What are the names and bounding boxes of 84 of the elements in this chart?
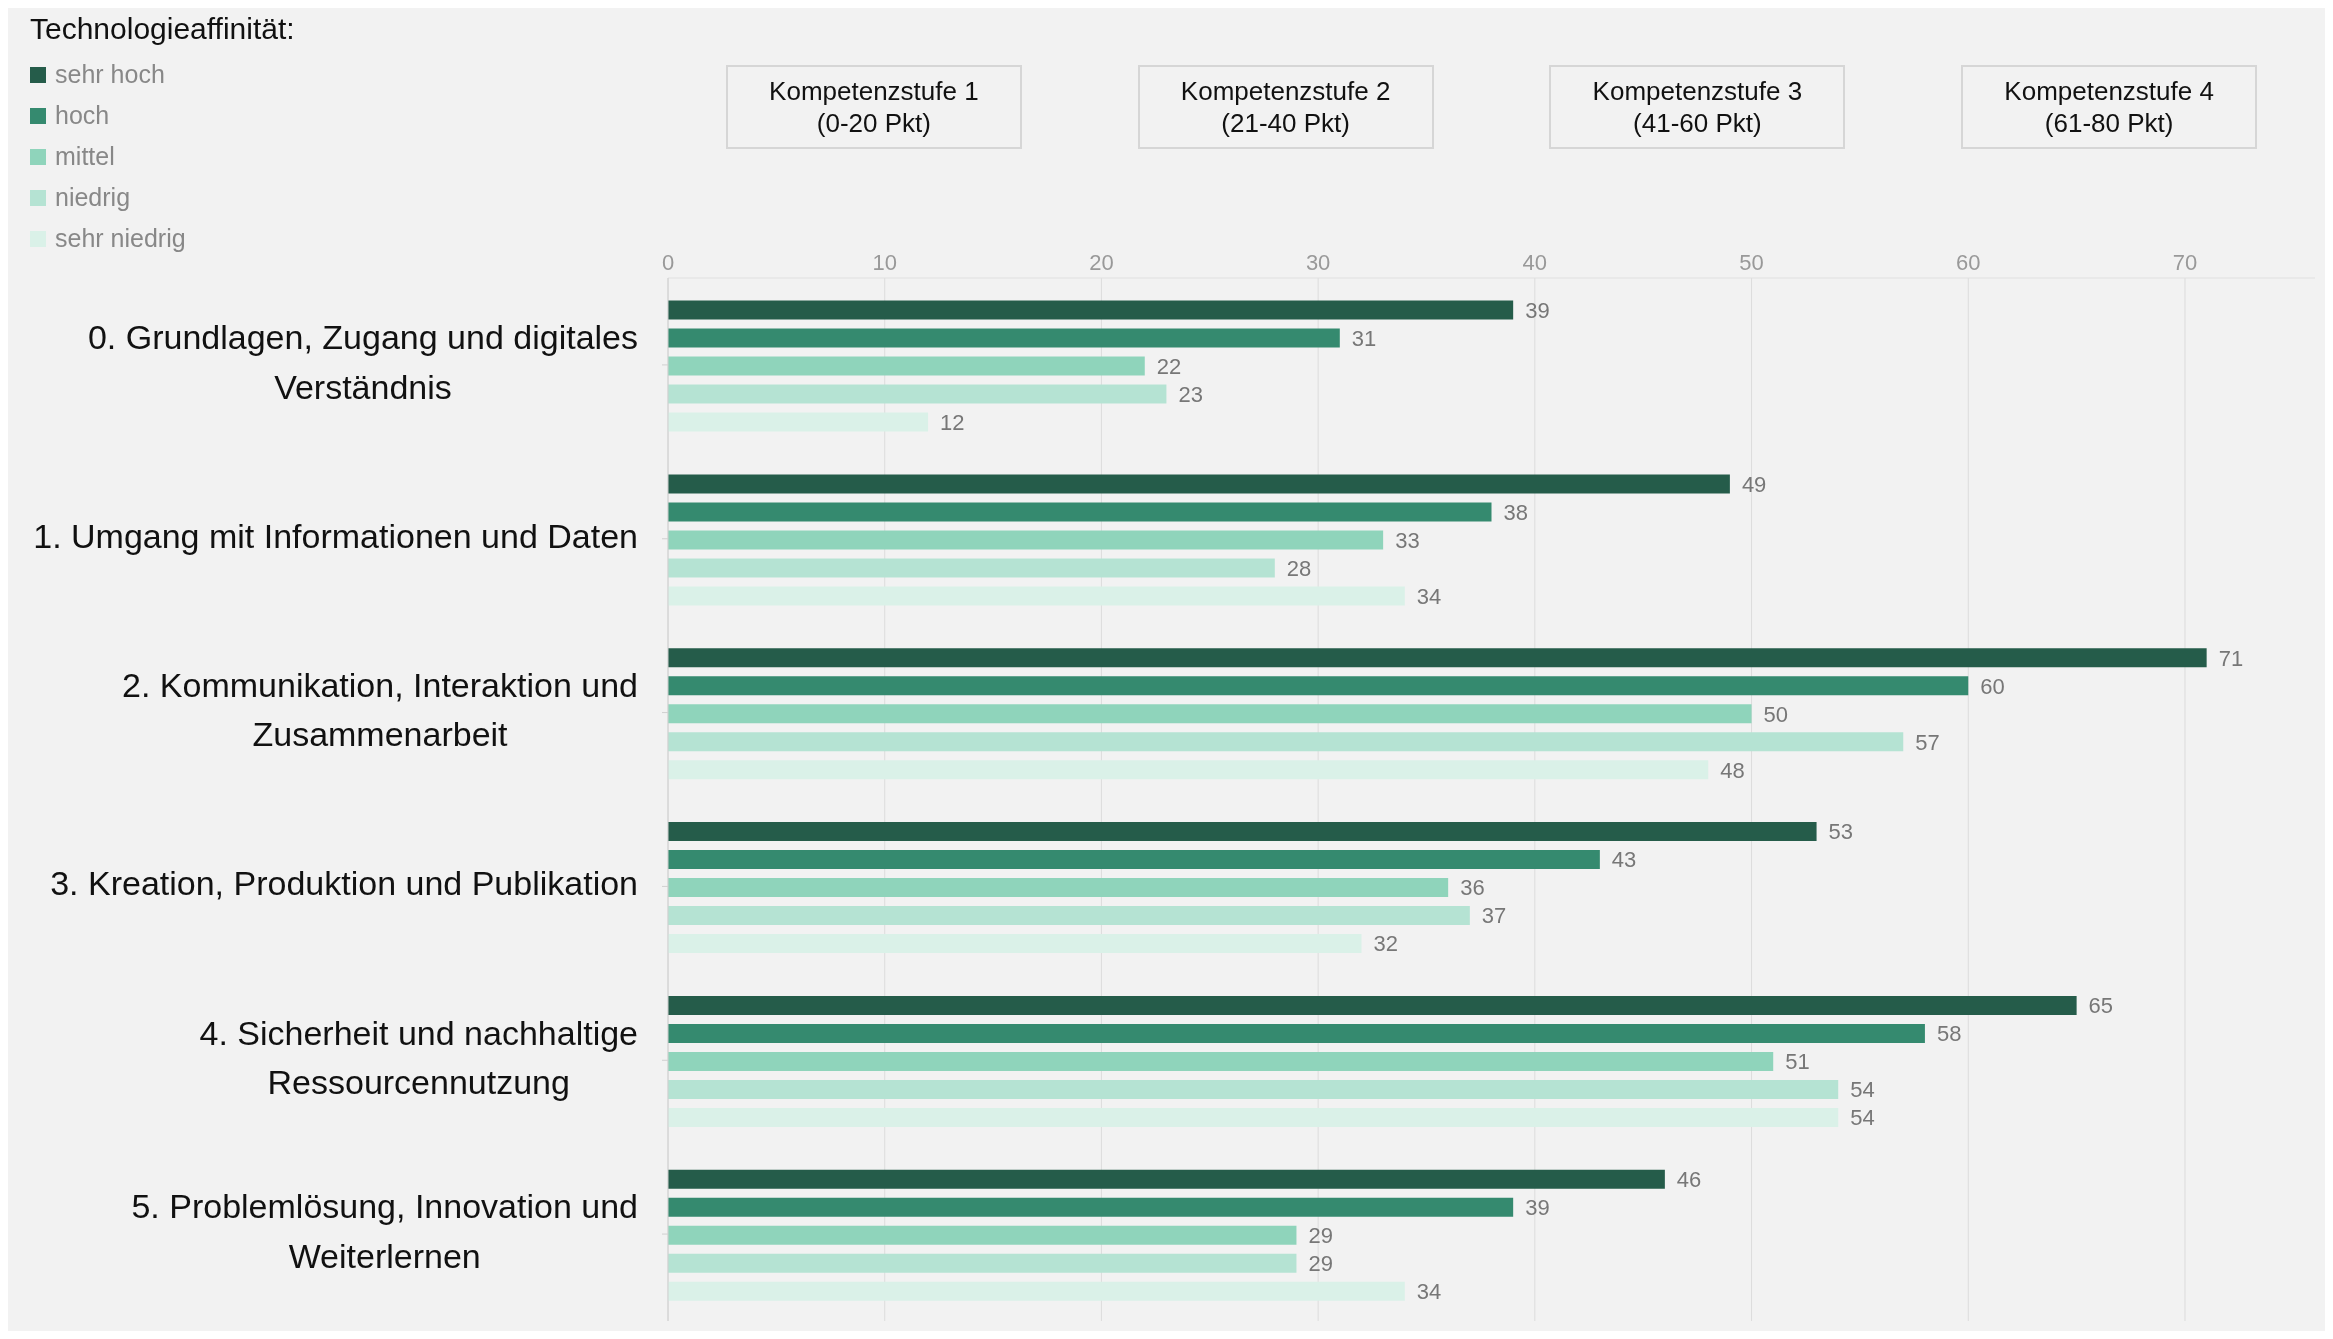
legend-label: hoch	[55, 101, 110, 130]
x-tick-label: 40	[1522, 250, 1548, 275]
x-tick-label: 20	[1089, 250, 1114, 275]
y-tick-label: 5. Problemlösung, Innovation und Weiterlernen	[131, 1187, 639, 1275]
legend-label: sehr hoch	[55, 60, 165, 89]
text: Kompetenzstufe 4 (61-80 Pkt)	[1961, 65, 2258, 149]
data-label: 43	[1611, 847, 1637, 873]
bar	[668, 1281, 1405, 1301]
x-tick-label: 0	[661, 250, 675, 275]
y-tick-label: 4. Sicherheit und nachhaltige Ressourcennutzung	[199, 1013, 638, 1101]
bar	[668, 1023, 1925, 1043]
data-label: 22	[1156, 353, 1182, 379]
data-label: 60	[1980, 673, 2005, 699]
data-label: 49	[1741, 471, 1767, 497]
data-label: 46	[1676, 1167, 1702, 1193]
bar	[668, 1079, 1839, 1099]
y-tick-label: 1. Umgang mit Informationen und Daten	[33, 516, 638, 555]
data-label: 23	[1178, 381, 1203, 407]
bar	[668, 530, 1384, 550]
y-tick-label: 0. Grundlagen, Zugang und digitales Verständnis	[87, 318, 638, 406]
y-tick-label: 3. Kreation, Produktion und Publikation	[50, 864, 638, 903]
bar	[668, 1107, 1839, 1127]
data-label: 38	[1503, 499, 1528, 525]
bar	[668, 1225, 1297, 1245]
text: Kompetenzstufe 2 (21-40 Pkt)	[1137, 65, 1434, 149]
bar	[668, 850, 1600, 870]
bar	[668, 502, 1492, 522]
bar	[668, 648, 2207, 668]
bar	[668, 1253, 1297, 1273]
legend-label: niedrig	[55, 183, 131, 212]
data-label: 71	[2218, 645, 2244, 671]
bar	[668, 558, 1275, 578]
bar	[668, 878, 1449, 898]
bar	[668, 412, 929, 432]
text: Kompetenzstufe 3 (41-60 Pkt)	[1549, 65, 1846, 149]
bar	[668, 1197, 1514, 1217]
bar	[668, 732, 1904, 752]
data-label: 37	[1481, 903, 1507, 929]
bar	[668, 934, 1362, 954]
legend-label: mittel	[55, 142, 115, 171]
data-label: 54	[1850, 1077, 1875, 1103]
data-label: 33	[1395, 527, 1420, 553]
data-label: 12	[940, 409, 965, 435]
bar	[668, 676, 1969, 696]
y-tick-label: 2. Kommunikation, Interaktion und Zusammenarbeit	[122, 665, 638, 754]
bar	[668, 586, 1405, 606]
data-label: 28	[1286, 555, 1312, 581]
bar	[668, 1169, 1665, 1189]
data-label: 39	[1525, 1195, 1550, 1221]
bar	[668, 300, 1514, 320]
data-label: 31	[1351, 325, 1377, 351]
bar	[668, 328, 1340, 348]
bar	[668, 356, 1145, 376]
x-tick-label: 50	[1739, 250, 1764, 275]
bar	[668, 822, 1817, 842]
data-label: 34	[1416, 1279, 1442, 1305]
data-label: 58	[1936, 1021, 1962, 1047]
data-label: 57	[1915, 729, 1940, 755]
data-label: 29	[1308, 1251, 1333, 1277]
text: Kompetenzstufe 1 (0-20 Pkt)	[725, 65, 1022, 149]
legend-title: Technologieaffinität:	[30, 12, 295, 46]
x-tick-label: 70	[2172, 250, 2198, 275]
x-tick-label: 10	[872, 250, 897, 275]
legend-label: sehr niedrig	[55, 224, 186, 253]
bar	[668, 384, 1167, 404]
bar	[668, 704, 1752, 724]
data-label: 29	[1308, 1223, 1333, 1249]
data-label: 50	[1763, 701, 1789, 727]
x-tick-label: 60	[1956, 250, 1981, 275]
bar	[668, 474, 1730, 494]
data-label: 36	[1460, 875, 1485, 901]
bar	[668, 995, 2077, 1015]
x-tick-label: 30	[1305, 250, 1331, 275]
data-label: 48	[1720, 757, 1745, 783]
data-label: 51	[1785, 1049, 1810, 1075]
data-label: 32	[1373, 931, 1398, 957]
data-label: 34	[1416, 583, 1442, 609]
data-label: 54	[1850, 1105, 1875, 1131]
data-label: 53	[1828, 819, 1854, 845]
bar	[668, 906, 1470, 926]
data-label: 65	[2088, 993, 2114, 1019]
data-label: 39	[1525, 297, 1550, 323]
bar	[668, 1051, 1774, 1071]
bar	[668, 760, 1709, 780]
